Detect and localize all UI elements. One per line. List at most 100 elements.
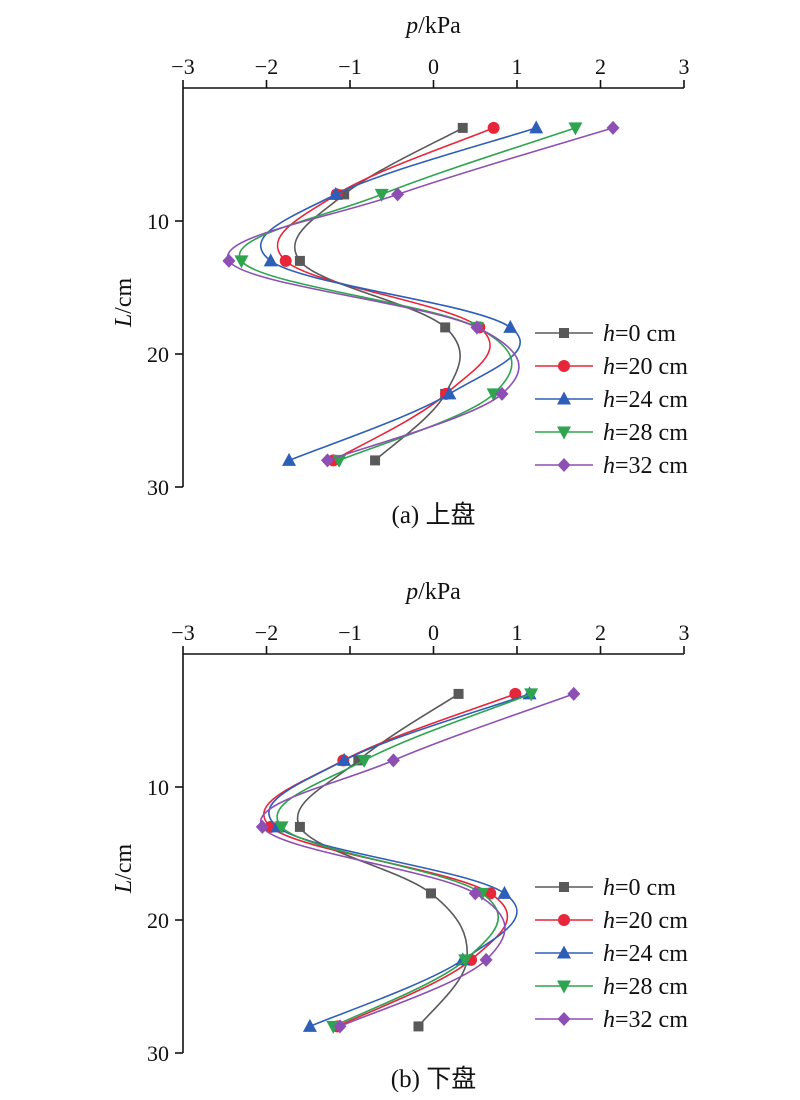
x-tick-label: −3 [171, 54, 194, 79]
data-point-diamond [470, 320, 484, 335]
data-point-triangle-up [337, 752, 352, 766]
legend-marker-triangle-up [557, 945, 571, 959]
legend-label: h=28 cm [603, 420, 688, 446]
data-point-square [413, 1021, 424, 1032]
x-tick-label: −1 [338, 620, 361, 645]
data-point-triangle-up [282, 452, 297, 466]
legend-label-variable: h [603, 354, 615, 380]
data-point-square [453, 688, 464, 699]
x-tick-label: 3 [679, 54, 690, 79]
legend-label: h=20 cm [603, 908, 688, 934]
y-axis-title-unit: /cm [111, 278, 137, 314]
x-tick-label: 0 [428, 620, 439, 645]
x-tick-label: 1 [512, 620, 523, 645]
legend-item: h=0 cm [535, 875, 676, 901]
legend-label-variable: h [603, 453, 615, 479]
series-line [276, 693, 532, 1028]
x-tick-label: −2 [255, 54, 278, 79]
panel-caption: (a) 上盘 [392, 501, 476, 529]
data-point-diamond [391, 187, 405, 202]
legend-label-value: =0 cm [615, 321, 676, 347]
data-point-square [294, 255, 305, 266]
y-tick-label: 20 [147, 342, 169, 367]
data-point-triangle-up [442, 386, 457, 400]
data-point-triangle-up [529, 120, 544, 134]
legend-label-value: =24 cm [615, 387, 688, 413]
y-axis-title: L/cm [111, 278, 137, 329]
x-tick-label: 3 [679, 620, 690, 645]
data-point-triangle-up [263, 253, 278, 267]
legend-label: h=0 cm [603, 321, 676, 347]
y-tick-label: 10 [147, 209, 169, 234]
x-axis-title-unit: /kPa [418, 579, 461, 605]
legend-label: h=24 cm [603, 941, 688, 967]
y-axis-title-unit: /cm [111, 844, 137, 880]
panel-caption: (b) 下盘 [391, 1065, 476, 1093]
data-point-circle [487, 121, 500, 134]
legend-label-value: =24 cm [615, 941, 688, 967]
data-point-triangle-down [274, 821, 289, 835]
data-point-square [294, 821, 305, 832]
series-line [226, 127, 614, 462]
legend-label-value: =20 cm [615, 354, 688, 380]
legend-marker-circle [558, 360, 570, 372]
legend-label-value: =20 cm [615, 908, 688, 934]
data-point-square [353, 755, 364, 766]
legend-label: h=0 cm [603, 875, 676, 901]
x-tick-label: 2 [595, 54, 606, 79]
series-h32 [222, 120, 620, 468]
legend-marker-square [559, 882, 569, 892]
data-point-triangle-down [524, 688, 539, 702]
x-tick-label: 2 [595, 620, 606, 645]
legend-label-variable: h [603, 974, 615, 1000]
series-h28 [274, 688, 539, 1034]
legend-label: h=32 cm [603, 453, 688, 479]
data-point-triangle-down [458, 954, 473, 968]
legend-marker-diamond [557, 458, 571, 472]
legend-label-variable: h [603, 941, 615, 967]
x-tick-label: −2 [255, 620, 278, 645]
data-point-triangle-down [357, 754, 372, 768]
data-point-square [440, 322, 451, 333]
x-axis-title-variable: p [404, 13, 418, 39]
legend-label-value: =32 cm [615, 453, 688, 479]
legend-item: h=24 cm [535, 941, 688, 967]
series-h24 [259, 120, 544, 466]
legend-label-variable: h [603, 420, 615, 446]
x-tick-label: 0 [428, 54, 439, 79]
series-line [238, 127, 576, 462]
data-point-diamond [495, 386, 509, 401]
legend-item: h=0 cm [535, 321, 676, 347]
data-point-diamond [255, 819, 269, 834]
legend-label: h=20 cm [603, 354, 688, 380]
legend-label-variable: h [603, 908, 615, 934]
y-tick-label: 10 [147, 775, 169, 800]
legend-label-value: =32 cm [615, 1007, 688, 1033]
x-tick-label: −3 [171, 620, 194, 645]
data-point-triangle-up [302, 1018, 317, 1032]
data-point-diamond [333, 1019, 347, 1034]
series-line [259, 127, 537, 462]
y-tick-label: 30 [147, 475, 169, 500]
legend-label-variable: h [603, 875, 615, 901]
x-axis-title-unit: /kPa [418, 13, 461, 39]
legend-marker-circle [558, 914, 570, 926]
legend-label-value: =0 cm [615, 875, 676, 901]
data-point-square [457, 122, 468, 133]
legend-label-variable: h [603, 321, 615, 347]
data-point-triangle-down [486, 388, 501, 402]
data-point-triangle-up [328, 186, 343, 200]
data-point-triangle-down [374, 188, 389, 202]
x-axis-title: p/kPa [404, 579, 461, 605]
y-tick-label: 30 [147, 1041, 169, 1066]
legend-label-value: =28 cm [615, 974, 688, 1000]
data-point-diamond [320, 453, 334, 468]
series-h24 [268, 686, 537, 1032]
legend-item: h=28 cm [535, 420, 688, 446]
series-line [276, 127, 494, 462]
data-point-circle [279, 254, 292, 267]
legend-label: h=32 cm [603, 1007, 688, 1033]
data-point-triangle-down [568, 122, 583, 136]
